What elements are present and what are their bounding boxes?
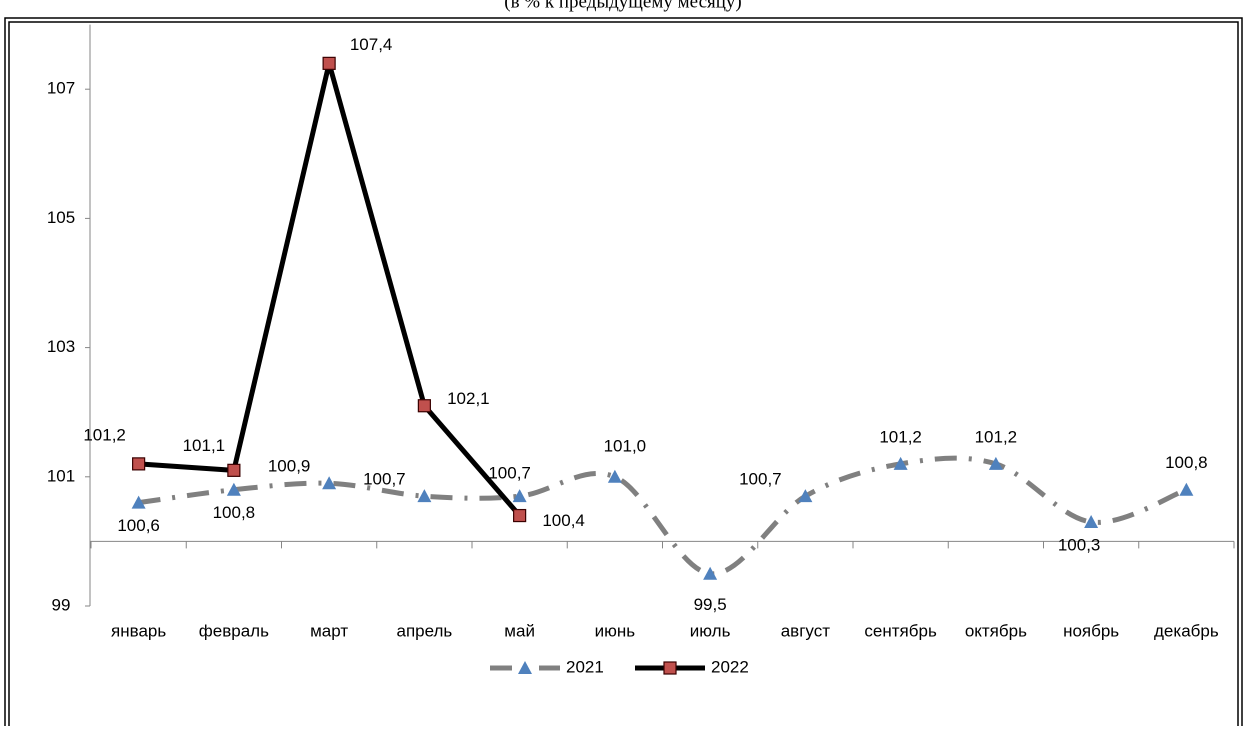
y-tick-label: 105	[47, 208, 75, 227]
frame-outer	[4, 17, 1243, 731]
y-tick-label: 103	[47, 337, 75, 356]
marker	[1084, 515, 1099, 529]
x-tick-label: январь	[111, 621, 166, 640]
data-label: 101,2	[975, 427, 1018, 446]
data-label: 99,5	[694, 595, 727, 614]
x-tick-label: апрель	[396, 621, 452, 640]
x-tick-label: октябрь	[965, 621, 1027, 640]
x-tick-label: ноябрь	[1063, 621, 1119, 640]
data-label: 100,7	[363, 470, 406, 489]
data-label: 100,7	[739, 470, 782, 489]
x-tick-label: февраль	[199, 621, 269, 640]
data-label: 100,3	[1058, 536, 1101, 555]
legend-label: 2022	[711, 657, 749, 676]
data-label: 101,1	[183, 436, 226, 455]
marker	[703, 566, 718, 580]
data-label: 101,0	[604, 436, 647, 455]
marker	[607, 469, 622, 483]
marker	[893, 456, 908, 470]
x-tick-label: сентябрь	[864, 621, 937, 640]
marker	[1179, 482, 1194, 496]
x-tick-label: июль	[690, 621, 731, 640]
x-tick-label: август	[781, 621, 830, 640]
y-tick-label: 99	[52, 595, 71, 614]
x-tick-label: март	[310, 621, 348, 640]
data-label: 100,7	[488, 464, 531, 483]
marker	[518, 661, 532, 674]
marker	[798, 489, 813, 503]
marker	[227, 463, 241, 477]
data-label: 100,8	[1165, 453, 1208, 472]
y-tick-label: 101	[47, 466, 75, 485]
data-label: 100,4	[542, 511, 585, 530]
marker	[663, 661, 677, 675]
x-tick-label: июнь	[595, 621, 636, 640]
marker	[512, 489, 527, 503]
data-label: 107,4	[350, 35, 393, 54]
data-label: 101,2	[83, 425, 126, 444]
marker	[417, 489, 432, 503]
data-label: 100,9	[268, 457, 311, 476]
data-label: 102,1	[447, 389, 490, 408]
marker	[322, 476, 337, 490]
data-label: 100,8	[213, 503, 256, 522]
frame-inner	[8, 21, 1239, 731]
marker	[131, 495, 146, 509]
marker	[322, 56, 336, 70]
y-tick-label: 107	[47, 79, 75, 98]
x-tick-label: декабрь	[1154, 621, 1219, 640]
marker	[513, 508, 527, 523]
legend-label: 2021	[566, 657, 604, 676]
x-tick-label: май	[504, 621, 535, 640]
data-label: 101,2	[879, 427, 922, 446]
chart-subtitle: (в % к предыдущему месяцу)	[504, 0, 742, 12]
marker	[132, 457, 146, 471]
marker	[226, 482, 241, 496]
marker	[417, 399, 431, 413]
data-label: 100,6	[117, 516, 160, 535]
marker	[988, 456, 1003, 470]
